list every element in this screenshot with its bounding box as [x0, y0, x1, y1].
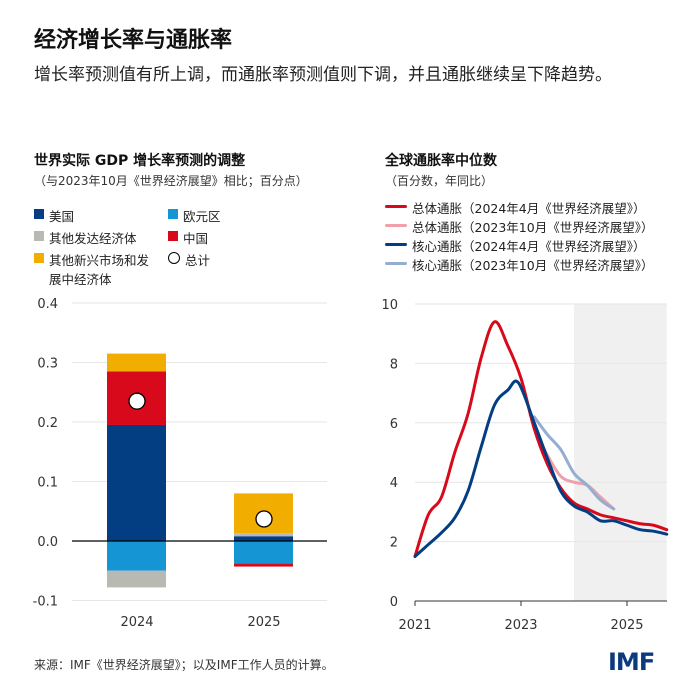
legend-item: 总体通胀（2023年10月《世界经济展望》） — [385, 217, 653, 236]
right-chart-subtitle: （百分数，年同比） — [385, 174, 494, 188]
y-tick-label: 4 — [390, 476, 398, 491]
page-subtitle: 增长率预测值有所上调，而通胀率预测值则下调，并且通胀继续呈下降趋势。 — [34, 65, 612, 85]
line-core_apr — [413, 379, 669, 558]
left-bar-chart: -0.1 0.0 0.1 0.2 0.3 0.4 2024 2025 — [33, 297, 327, 630]
y-tick-label: 6 — [390, 417, 398, 432]
legend-label: 其他发达经济体 — [49, 231, 137, 246]
bar-segment-other_ae — [107, 570, 166, 588]
total-marker-icon — [168, 252, 180, 264]
y-tick-label: 0.0 — [37, 535, 58, 550]
legend-label: 总体通胀（2023年10月《世界经济展望》） — [412, 220, 654, 235]
line-headline_apr — [413, 320, 669, 558]
y-tick-label: 2 — [390, 536, 398, 551]
y-tick-label: 0 — [390, 595, 398, 610]
legend-line — [385, 243, 407, 246]
legend-line — [385, 224, 407, 227]
x-tick-label: 2025 — [247, 615, 280, 630]
legend-label: 总计 — [185, 253, 211, 268]
bar-segment-other_emde — [107, 353, 166, 372]
legend-label: 核心通胀（2024年4月《世界经济展望》） — [412, 239, 646, 254]
bar-segment-euro — [107, 541, 166, 571]
legend-line — [385, 205, 407, 208]
legend-item: 美国 — [34, 206, 174, 225]
x-tick-label: 2024 — [120, 615, 153, 630]
legend-item: 其他新兴市场和发展中经济体 — [34, 250, 154, 288]
left-chart-title: 世界实际 GDP 增长率预测的调整 — [34, 153, 246, 169]
projection-shade — [574, 304, 667, 601]
legend-item: 核心通胀（2024年4月《世界经济展望》） — [385, 236, 646, 255]
bar-segment-china — [234, 563, 293, 567]
legend-swatch — [34, 253, 44, 263]
legend-item: 总体通胀（2024年4月《世界经济展望》） — [385, 198, 646, 217]
legend-line — [385, 262, 407, 265]
legend-label: 中国 — [183, 231, 209, 246]
right-chart-title: 全球通胀率中位数 — [385, 153, 497, 169]
legend-label: 欧元区 — [183, 209, 221, 224]
legend-label: 其他新兴市场和发展中经济体 — [49, 253, 150, 287]
x-tick-label: 2023 — [504, 618, 537, 633]
y-tick-label: 0.1 — [37, 476, 58, 491]
right-line-chart: 0 2 4 6 8 10 2021 2023 2025 — [381, 298, 669, 633]
bar-segment-euro — [234, 541, 293, 564]
legend-label: 总体通胀（2024年4月《世界经济展望》） — [412, 201, 646, 216]
legend-item: 中国 — [168, 228, 308, 247]
legend-item: 核心通胀（2023年10月《世界经济展望》） — [385, 255, 653, 274]
legend-swatch — [34, 209, 44, 219]
x-tick-label: 2025 — [610, 618, 643, 633]
legend-swatch — [168, 231, 178, 241]
legend-label: 核心通胀（2023年10月《世界经济展望》） — [412, 258, 654, 273]
bar-segment-other_ae — [234, 533, 293, 537]
line-core_oct — [532, 415, 616, 511]
page-title: 经济增长率与通胀率 — [34, 28, 233, 53]
legend-swatch — [168, 209, 178, 219]
source-note: 来源：IMF《世界经济展望》；以及IMF工作人员的计算。 — [34, 658, 334, 672]
legend-item: 总计 — [168, 250, 210, 269]
legend-swatch — [34, 231, 44, 241]
total-marker — [255, 510, 273, 528]
legend-item: 其他发达经济体 — [34, 228, 174, 247]
imf-logo: IMF — [608, 648, 655, 676]
total-marker — [128, 392, 146, 410]
y-tick-label: -0.1 — [33, 595, 58, 610]
bar-segment-us — [234, 536, 293, 541]
y-tick-label: 10 — [381, 298, 398, 313]
legend-item: 欧元区 — [168, 206, 308, 225]
x-tick-label: 2021 — [398, 618, 431, 633]
y-tick-label: 0.4 — [37, 297, 58, 312]
y-tick-label: 8 — [390, 357, 398, 372]
left-chart-subtitle: （与2023年10月《世界经济展望》相比；百分点） — [34, 174, 308, 188]
y-tick-label: 0.2 — [37, 416, 58, 431]
legend-label: 美国 — [49, 209, 75, 224]
y-tick-label: 0.3 — [37, 357, 58, 372]
bar-segment-us — [107, 424, 166, 541]
